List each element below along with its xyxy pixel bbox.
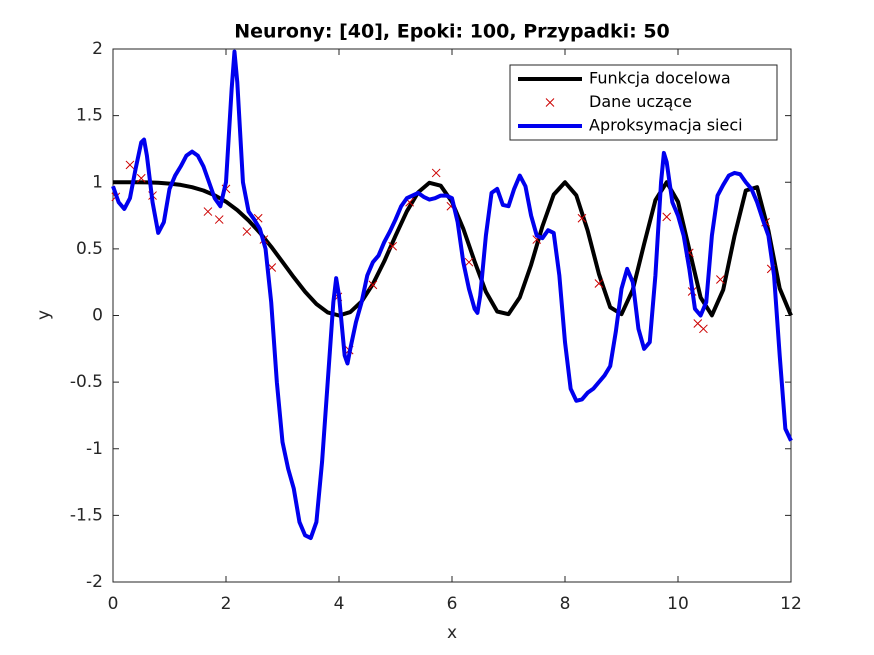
x-tick-label: 0 [108, 594, 119, 614]
marker-stroke [699, 324, 708, 334]
data-point [699, 324, 708, 334]
legend: Funkcja docelowa Dane uczące Aproksymacja … [509, 64, 778, 141]
marker-stroke [388, 241, 398, 251]
y-axis-label: y [34, 310, 54, 320]
y-tick-label: 0.5 [76, 239, 103, 259]
chart-title: Neurony: [40], Epoki: 100, Przypadki: 50 [234, 21, 670, 43]
data-point [136, 173, 146, 183]
data-point [431, 168, 441, 178]
y-tick-label: 0 [92, 306, 103, 326]
x-tick-label: 10 [667, 594, 689, 614]
marker-stroke [242, 227, 252, 236]
marker-stroke [431, 168, 441, 178]
y-tick-label: -2 [86, 572, 103, 592]
data-point [203, 207, 213, 216]
x-tick-label: 6 [447, 594, 458, 614]
data-point [464, 257, 474, 267]
data-point [368, 280, 378, 290]
y-tick-label: -1 [86, 439, 103, 459]
y-tick-label: -1.5 [70, 505, 103, 525]
x-tick-label: 12 [780, 594, 802, 614]
marker-stroke [662, 212, 672, 222]
data-point [242, 227, 252, 236]
legend-label: Dane uczące [589, 92, 692, 111]
data-point [594, 279, 604, 288]
data-line [111, 49, 793, 541]
legend-marker [545, 98, 555, 107]
y-tick-label: -0.5 [70, 372, 103, 392]
y-tick-label: 2 [92, 39, 103, 59]
marker-stroke [716, 275, 725, 284]
legend-label: Funkcja docelowa [589, 69, 731, 88]
data-point [716, 275, 725, 284]
marker-stroke [203, 207, 213, 216]
marker-stroke [464, 257, 474, 267]
x-tick-label: 2 [221, 594, 232, 614]
marker-stroke [577, 213, 587, 223]
marker-stroke [545, 98, 555, 107]
y-tick-label: 1.5 [76, 106, 103, 126]
marker-stroke [125, 160, 135, 170]
marker-stroke [136, 173, 146, 183]
marker-stroke [594, 279, 604, 288]
x-axis-label: x [447, 623, 457, 643]
marker-stroke [214, 215, 224, 224]
data-point [388, 241, 398, 251]
data-point [577, 213, 587, 223]
data-point [125, 160, 135, 170]
x-tick-label: 8 [560, 594, 571, 614]
y-tick-label: 1 [92, 172, 103, 192]
marker-stroke [368, 280, 378, 290]
x-tick-label: 4 [334, 594, 345, 614]
data-point [214, 215, 224, 224]
data-point [662, 212, 672, 222]
legend-label: Aproksymacja sieci [589, 116, 743, 135]
